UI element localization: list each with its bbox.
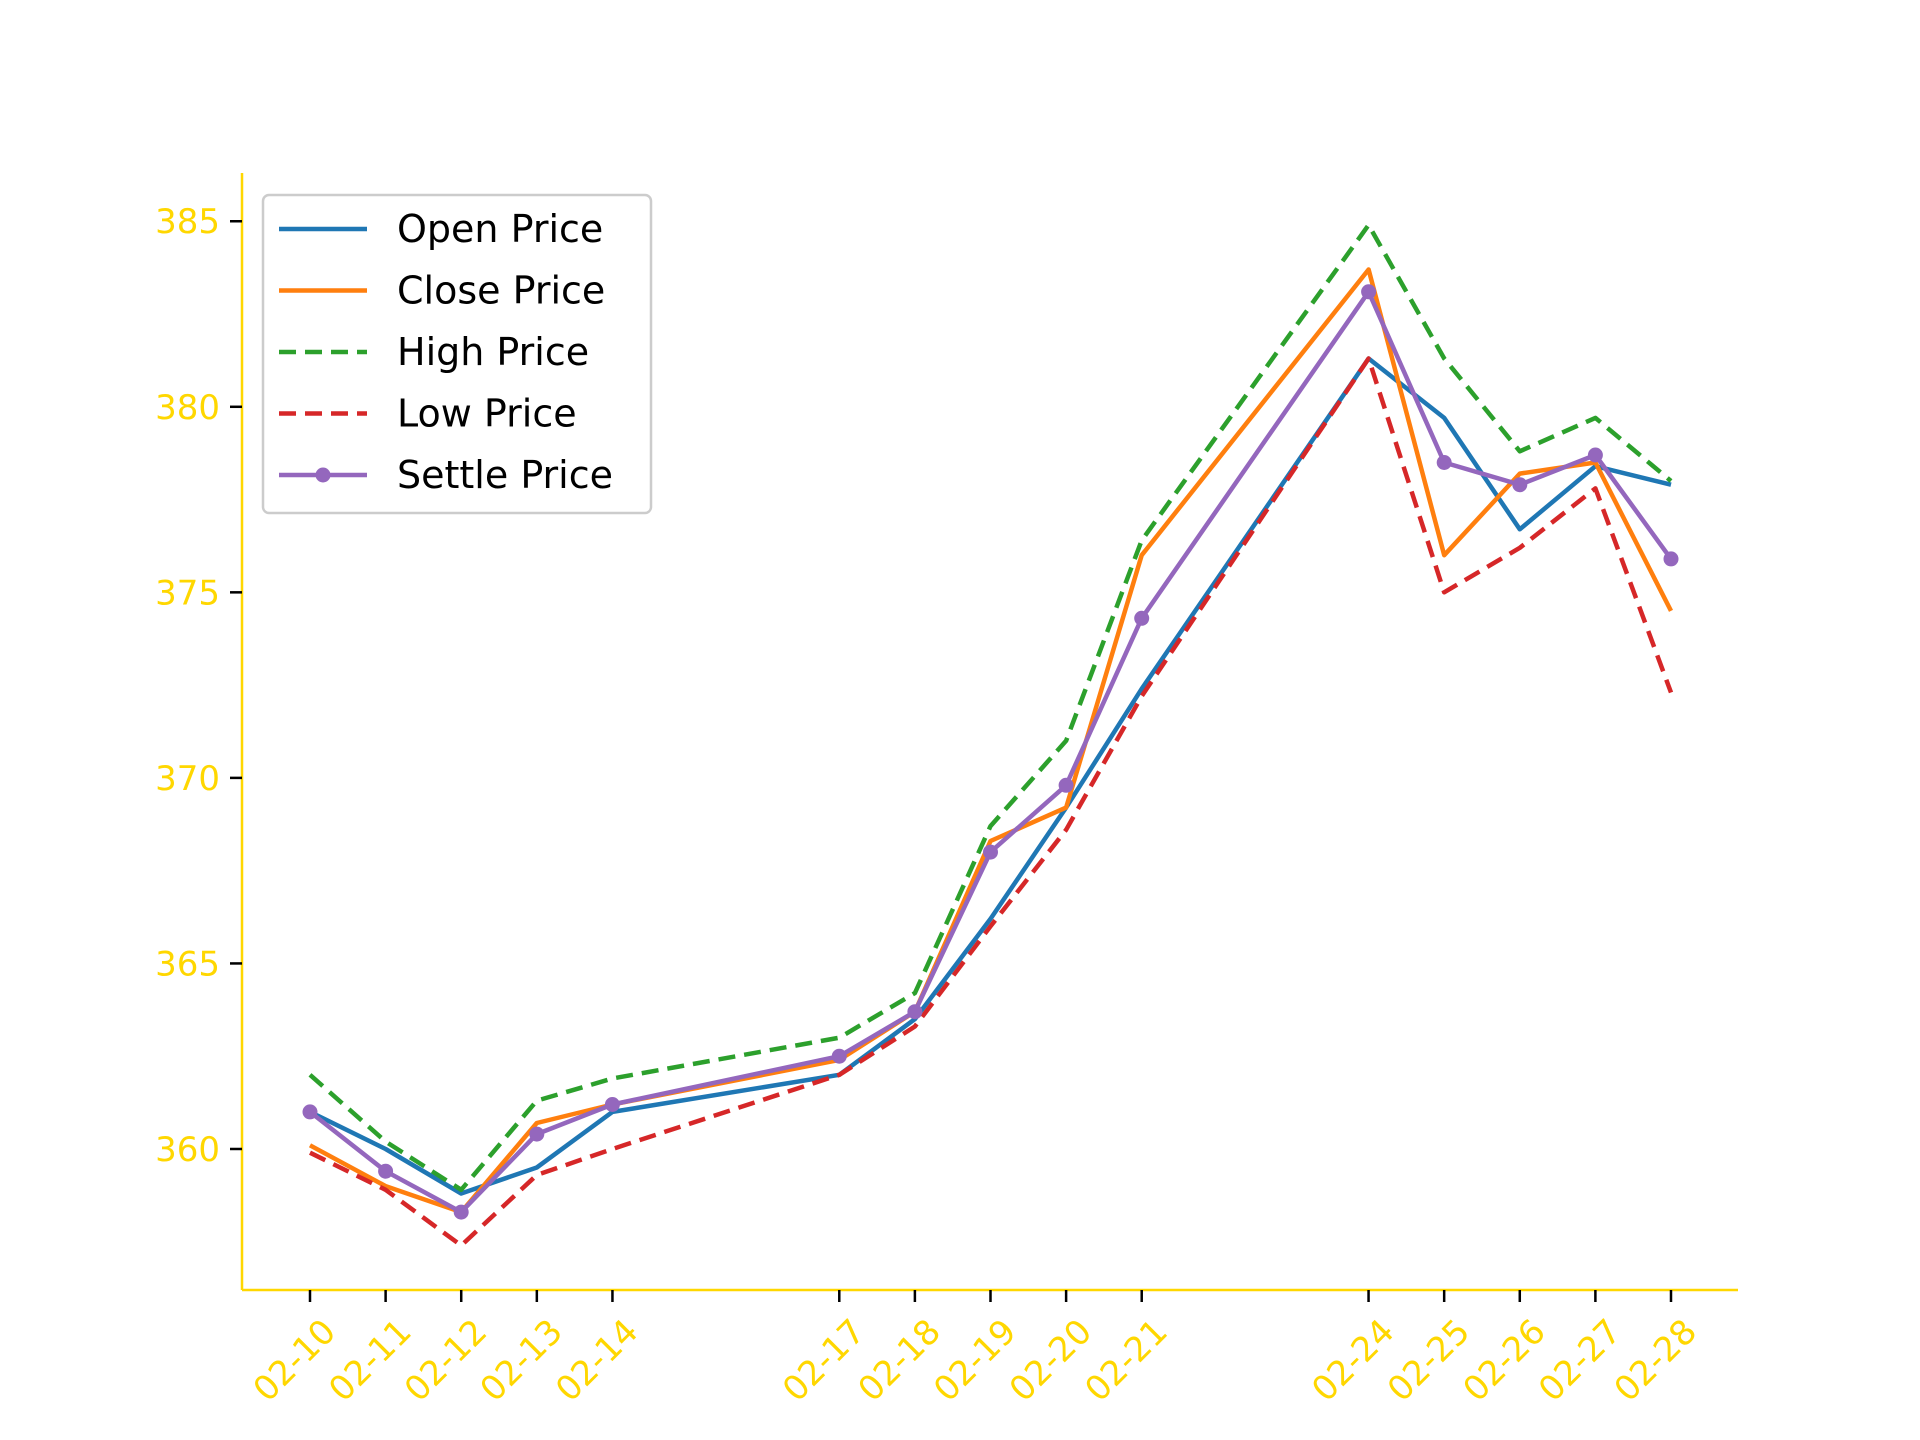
legend-label-close-price: Close Price — [397, 269, 605, 313]
series-line-low-price — [309, 356, 1674, 1248]
series-line-high-price — [308, 222, 1673, 1193]
x-tick-label: 02-25 — [1380, 1312, 1478, 1410]
x-tick-label: 02-21 — [1077, 1312, 1175, 1410]
x-tick-label: 02-13 — [473, 1312, 571, 1410]
data-point-settle-price — [378, 1163, 394, 1179]
y-tick-label: 380 — [155, 388, 220, 428]
y-tick-label: 365 — [155, 944, 220, 984]
data-point-settle-price — [453, 1204, 469, 1220]
x-tick-label: 02-24 — [1304, 1312, 1402, 1410]
x-tick-label: 02-20 — [1002, 1312, 1100, 1410]
y-tick-label: 360 — [155, 1130, 220, 1170]
data-point-settle-price — [1512, 477, 1528, 493]
data-point-settle-price — [1134, 610, 1150, 626]
data-point-settle-price — [302, 1104, 318, 1120]
x-tick-label: 02-19 — [926, 1312, 1024, 1410]
x-tick-label: 02-18 — [851, 1312, 949, 1410]
x-tick-label: 02-17 — [775, 1312, 873, 1410]
data-point-settle-price — [1361, 284, 1377, 300]
x-tick-label: 02-27 — [1531, 1312, 1629, 1410]
data-point-settle-price — [604, 1097, 620, 1112]
legend-label-high-price: High Price — [397, 330, 589, 374]
y-tick-label: 385 — [155, 202, 220, 242]
x-tick-label: 02-26 — [1456, 1312, 1554, 1410]
legend-marker — [315, 467, 331, 483]
legend-label-open-price: Open Price — [397, 207, 603, 251]
data-point-settle-price — [907, 1004, 923, 1020]
x-tick-label: 02-11 — [321, 1312, 419, 1410]
x-tick-label: 02-28 — [1607, 1312, 1705, 1410]
legend-label-settle-price: Settle Price — [397, 453, 613, 497]
y-tick-label: 375 — [155, 573, 220, 613]
data-point-settle-price — [983, 844, 998, 860]
data-point-settle-price — [1436, 455, 1452, 470]
plot-area — [302, 222, 1679, 1248]
data-point-settle-price — [529, 1126, 545, 1142]
data-point-settle-price — [1663, 551, 1679, 567]
series-line-close-price — [308, 267, 1674, 1215]
data-point-settle-price — [1058, 777, 1074, 793]
data-point-settle-price — [1587, 447, 1603, 463]
y-tick-label: 370 — [155, 759, 220, 799]
data-point-settle-price — [831, 1048, 847, 1064]
x-tick-label: 02-14 — [548, 1312, 646, 1410]
x-tick-label: 02-12 — [397, 1312, 495, 1410]
legend-box — [261, 193, 653, 515]
legend: Open Price Close Price High Price Low Price… — [261, 193, 653, 515]
x-tick-label: 02-10 — [246, 1312, 344, 1410]
legend-label-low-price: Low Price — [397, 392, 577, 436]
